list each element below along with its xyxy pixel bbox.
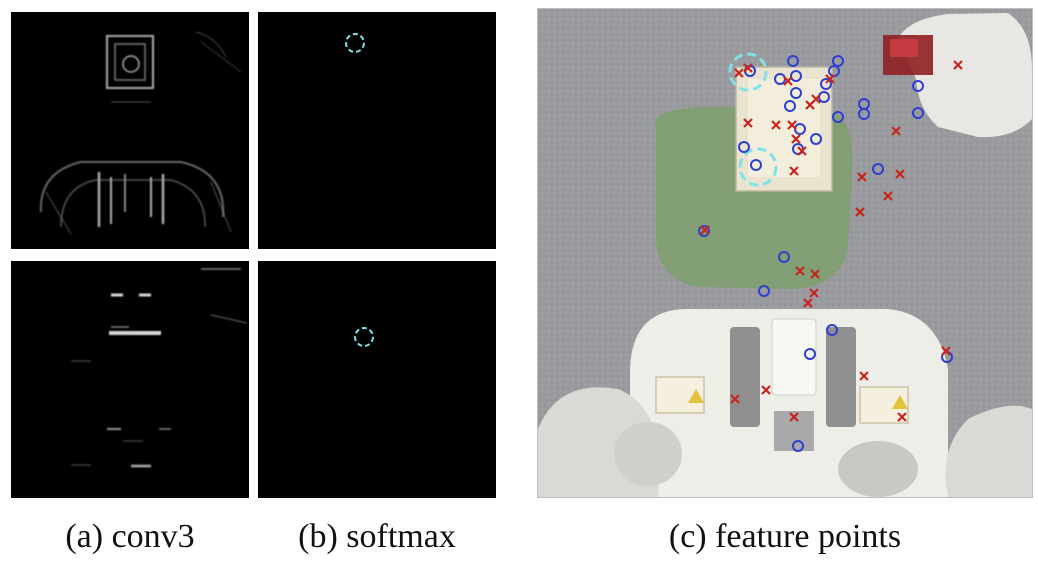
circle-marker-icon xyxy=(738,141,750,153)
cross-marker-icon xyxy=(730,394,740,404)
circle-marker-icon xyxy=(790,70,802,82)
dashed-circle-icon xyxy=(354,327,374,347)
cross-marker-icon xyxy=(810,269,820,279)
cross-marker-icon xyxy=(743,63,753,73)
cross-marker-icon xyxy=(891,126,901,136)
circle-marker-icon xyxy=(784,100,796,112)
circle-marker-icon xyxy=(832,111,844,123)
cross-marker-icon xyxy=(787,120,797,130)
circle-marker-icon xyxy=(750,159,762,171)
circle-marker-icon xyxy=(832,55,844,67)
dashed-circle-icon xyxy=(738,147,778,187)
circle-marker-icon xyxy=(758,285,770,297)
circle-marker-icon xyxy=(787,55,799,67)
circle-marker-icon xyxy=(804,348,816,360)
cross-marker-icon xyxy=(789,412,799,422)
cross-marker-icon xyxy=(857,172,867,182)
cross-marker-icon xyxy=(883,191,893,201)
circle-marker-icon xyxy=(912,107,924,119)
circle-marker-icon xyxy=(810,133,822,145)
caption-softmax: (b) softmax xyxy=(298,518,456,555)
circle-marker-icon xyxy=(792,440,804,452)
caption-feature-points: (c) feature points xyxy=(668,518,902,555)
cross-marker-icon xyxy=(700,225,710,235)
cross-marker-icon xyxy=(771,120,781,130)
circle-marker-icon xyxy=(872,163,884,175)
cross-marker-icon xyxy=(734,68,744,78)
circle-marker-icon xyxy=(778,251,790,263)
dashed-circle-icon xyxy=(345,33,365,53)
cross-marker-icon xyxy=(805,100,815,110)
cross-marker-icon xyxy=(825,74,835,84)
circle-marker-icon xyxy=(790,87,802,99)
cross-marker-icon xyxy=(855,207,865,217)
cross-marker-icon xyxy=(859,371,869,381)
cross-marker-icon xyxy=(897,412,907,422)
cross-marker-icon xyxy=(797,146,807,156)
cross-marker-icon xyxy=(895,169,905,179)
circle-marker-icon xyxy=(698,225,710,237)
softmax-map-top xyxy=(258,12,496,249)
cross-marker-icon xyxy=(783,76,793,86)
circle-marker-icon xyxy=(858,108,870,120)
dashed-circle-icon xyxy=(728,52,768,92)
feature-points-scene xyxy=(537,8,1033,498)
cross-marker-icon xyxy=(941,346,951,356)
cross-marker-icon xyxy=(743,118,753,128)
softmax-map-bottom xyxy=(258,261,496,498)
circle-marker-icon xyxy=(820,78,832,90)
cross-marker-icon xyxy=(761,385,771,395)
conv3-map-bottom xyxy=(11,261,249,498)
caption-conv3: (a) conv3 xyxy=(65,518,195,555)
cross-marker-icon xyxy=(789,166,799,176)
cross-marker-icon xyxy=(809,288,819,298)
circle-marker-icon xyxy=(826,324,838,336)
circle-marker-icon xyxy=(912,80,924,92)
cross-marker-icon xyxy=(795,266,805,276)
cross-marker-icon xyxy=(953,60,963,70)
cross-marker-group xyxy=(700,60,963,422)
conv3-map-top xyxy=(11,12,249,249)
cross-marker-icon xyxy=(803,298,813,308)
cross-marker-icon xyxy=(791,134,801,144)
